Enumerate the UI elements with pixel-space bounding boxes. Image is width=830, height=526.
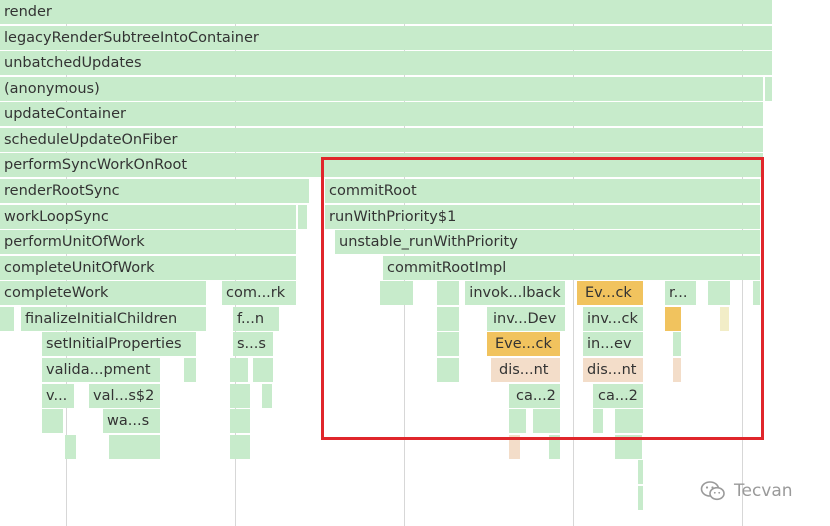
frame-depth12-g[interactable]: [615, 409, 643, 433]
frame-work-loop-sync-tail[interactable]: [298, 205, 307, 229]
frame-s-s[interactable]: s...s: [233, 332, 273, 356]
frame-inv-ck[interactable]: inv...ck: [583, 307, 643, 331]
frame-ca-2-2[interactable]: ca...2: [593, 384, 643, 408]
frame-r-dots[interactable]: r...: [665, 281, 696, 305]
frame-commit-child-c[interactable]: [708, 281, 730, 305]
frame-depth9-b[interactable]: [673, 332, 681, 356]
frame-v-dots[interactable]: v...: [42, 384, 74, 408]
frame-finalize-pre[interactable]: [0, 307, 14, 331]
frame-unbatched-updates[interactable]: unbatchedUpdates: [0, 51, 772, 75]
frame-anonymous-tail[interactable]: [765, 77, 772, 101]
frame-depth12-e[interactable]: [533, 409, 560, 433]
frame-ca-2-1[interactable]: ca...2: [509, 384, 560, 408]
frame-valida-tail[interactable]: [184, 358, 196, 382]
frame-com-rk[interactable]: com...rk: [222, 281, 296, 305]
frame-f-n[interactable]: f...n: [233, 307, 279, 331]
frame-light-child[interactable]: [720, 307, 729, 331]
wechat-icon: [700, 481, 725, 501]
frame-complete-unit-of-work[interactable]: completeUnitOfWork: [0, 256, 296, 280]
frame-finalize-initial-children[interactable]: finalizeInitialChildren: [21, 307, 206, 331]
frame-dis-nt-1[interactable]: dis...nt: [491, 358, 560, 382]
frame-r-child[interactable]: [665, 307, 681, 331]
frame-valida-pment[interactable]: valida...pment: [42, 358, 160, 382]
frame-wa-s[interactable]: wa...s: [103, 409, 160, 433]
frame-depth14-a[interactable]: [638, 460, 643, 484]
frame-dis-nt-2[interactable]: dis...nt: [583, 358, 643, 382]
frame-depth11-a[interactable]: [42, 409, 63, 433]
frame-invok-lback[interactable]: invok...lback: [465, 281, 565, 305]
frame-depth10-a[interactable]: [230, 384, 250, 408]
frame-depth12-d[interactable]: [509, 409, 526, 433]
frame-depth13-b[interactable]: [549, 435, 560, 459]
frame-s-s-child-a[interactable]: [230, 358, 248, 382]
frame-depth8-a[interactable]: [437, 307, 459, 331]
frame-depth9-a[interactable]: [437, 332, 459, 356]
watermark-text: Tecvan: [734, 481, 793, 501]
watermark: Tecvan: [700, 480, 793, 502]
highlight-box: [321, 157, 764, 440]
frame-unstable-run-with-priority[interactable]: unstable_runWithPriority: [335, 230, 760, 254]
frame-legacy-render-subtree[interactable]: legacyRenderSubtreeIntoContainer: [0, 26, 772, 50]
frame-depth13-a[interactable]: [509, 435, 520, 459]
frame-schedule-update-on-fiber[interactable]: scheduleUpdateOnFiber: [0, 128, 763, 152]
frame-s-s-child-b[interactable]: [253, 358, 273, 382]
frame-commit-child-b[interactable]: [437, 281, 459, 305]
frame-render-root-sync[interactable]: renderRootSync: [0, 179, 309, 203]
frame-perform-unit-of-work[interactable]: performUnitOfWork: [0, 230, 296, 254]
frame-depth10-b[interactable]: [262, 384, 272, 408]
frame-update-container[interactable]: updateContainer: [0, 102, 763, 126]
frame-depth12-b[interactable]: [109, 435, 160, 459]
frame-depth15-a[interactable]: [638, 486, 643, 510]
frame-commit-child-d[interactable]: [753, 281, 760, 305]
frame-commit-root-impl[interactable]: commitRootImpl: [383, 256, 760, 280]
frame-in-ev[interactable]: in...ev: [583, 332, 643, 356]
frame-depth12-f[interactable]: [593, 409, 603, 433]
frame-depth10-d[interactable]: [673, 358, 681, 382]
frame-complete-work[interactable]: completeWork: [0, 281, 206, 305]
frame-render[interactable]: render: [0, 0, 772, 24]
frame-val-s2[interactable]: val...s$2: [89, 384, 160, 408]
frame-depth11-b[interactable]: [230, 409, 250, 433]
frame-run-with-priority[interactable]: runWithPriority$1: [325, 205, 760, 229]
frame-depth12-a[interactable]: [65, 435, 76, 459]
frame-commit-child-a[interactable]: [380, 281, 413, 305]
frame-ev-ck[interactable]: Ev...ck: [577, 281, 643, 305]
frame-anonymous[interactable]: (anonymous): [0, 77, 763, 101]
frame-set-initial-properties[interactable]: setInitialProperties: [42, 332, 196, 356]
frame-eve-ck[interactable]: Eve...ck: [487, 332, 560, 356]
frame-work-loop-sync[interactable]: workLoopSync: [0, 205, 296, 229]
frame-inv-dev[interactable]: inv...Dev: [487, 307, 565, 331]
frame-depth10-c[interactable]: [437, 358, 459, 382]
frame-depth12-c[interactable]: [230, 435, 250, 459]
frame-commit-root[interactable]: commitRoot: [325, 179, 760, 203]
